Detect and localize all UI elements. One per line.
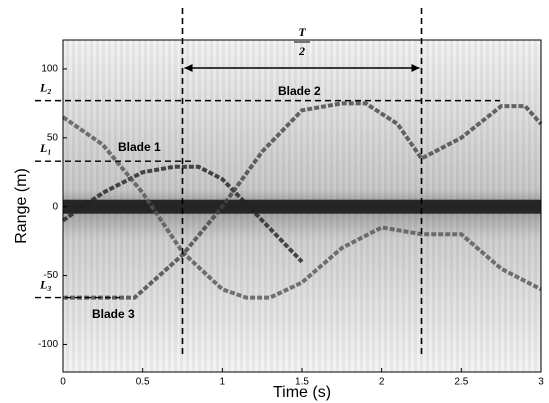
range-label: L₂ [39,80,52,94]
y-tick-label: -50 [44,270,59,281]
x-tick-label: 0 [60,377,66,388]
y-axis-label: Range (m) [13,168,30,244]
blade-label: Blade 1 [118,140,161,154]
blade-trace [63,101,543,300]
x-tick-label: 1 [220,377,226,388]
y-tick-label: 100 [41,64,58,75]
x-tick-label: 1.5 [295,377,309,388]
y-tick-label: 50 [47,132,59,143]
range-label: L₃ [39,277,52,291]
clutter-band [63,199,541,214]
blade-label: Blade 3 [92,307,135,321]
x-tick-label: 2.5 [454,377,468,388]
blade-trace [61,164,304,264]
x-tick-label: 0.5 [136,377,150,388]
x-axis-label: Time (s) [273,384,331,401]
period-numerator: T [298,25,306,39]
x-tick-label: 3 [538,377,544,388]
blade-label: Blade 2 [278,84,321,98]
y-tick-label: -100 [38,339,58,350]
x-tick-label: 2 [379,377,385,388]
range-label: L₁ [39,141,52,155]
y-tick-label: 0 [52,201,58,212]
blade-trace [61,115,542,300]
period-denominator: 2 [298,44,305,58]
